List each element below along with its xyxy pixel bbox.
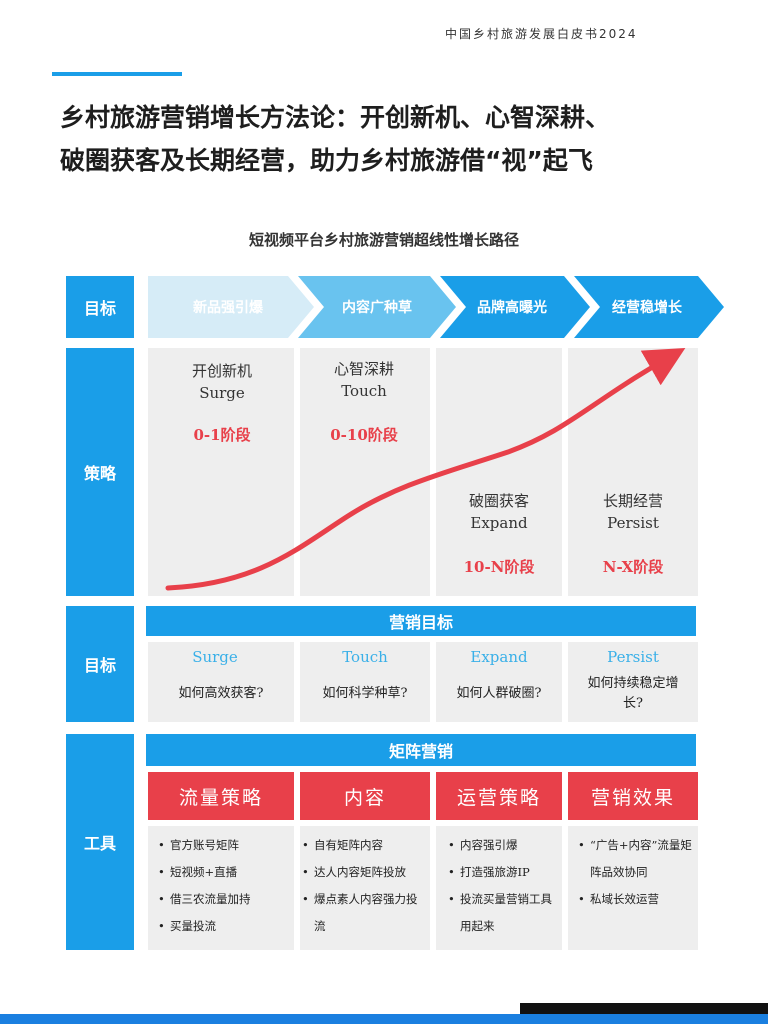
stage-2-en: Touch [341,382,387,400]
stage-4-phase: N-X阶段 [602,558,664,576]
tool-head-1: 流量策略 [148,772,294,820]
row-label-goal-2: 目标 [66,606,134,722]
chevron-1-shape [148,276,314,338]
chevron-flow [148,276,724,338]
tool-item: “广告+内容”流量矩阵品效协同 [576,832,696,886]
goal-panel-4 [568,642,698,722]
diagram-title: 短视频平台乡村旅游营销超线性增长路径 [248,231,519,249]
tool-item: 买量投流 [156,913,290,940]
strategy-panel-1 [148,348,294,596]
tool-item: 达人内容矩阵投放 [300,859,428,886]
tool-item: 内容强引爆 [446,832,560,859]
tool-head-4: 营销效果 [568,772,698,820]
stage-4-cn: 长期经营 [602,492,663,510]
page-title-line-2: 破圈获客及长期经营，助力乡村旅游借“视”起飞 [60,146,593,175]
goal-4-question: 如何持续稳定增长? [587,676,679,711]
chevron-label-1: 新品强引爆 [193,300,263,316]
strategy-panel-3 [436,348,562,596]
strategy-panel-2 [300,348,430,596]
page-title-line-1: 乡村旅游营销增长方法论：开创新机、心智深耕、 [60,103,611,132]
growth-curve [165,348,686,591]
goal-1-question: 如何高效获客? [178,686,264,701]
stage-3-label: 破圈获客 Expand [436,490,562,534]
goal-2-en: Touch [342,648,388,666]
goal-panel-1 [148,642,294,722]
row-label-tools: 工具 [66,734,134,950]
stage-2-label: 心智深耕 Touch [300,358,428,402]
chevron-label-4: 经营稳增长 [612,300,682,316]
row-label-strategy: 策略 [66,348,134,596]
tool-list-2: 自有矩阵内容 达人内容矩阵投放 爆点素人内容强力投流 [300,832,428,940]
marketing-goal-bar: 营销目标 [146,606,696,636]
goal-1-en: Surge [192,648,238,666]
tool-list-1: 官方账号矩阵 短视频+直播 借三农流量加持 买量投流 [156,832,290,940]
tool-item: 投流买量营销工具用起来 [446,886,560,940]
tool-item: 打造强旅游IP [446,859,560,886]
footer-blue-bar [0,1014,768,1024]
goal-panel-2 [300,642,430,722]
chevron-label-3: 品牌高曝光 [477,300,547,316]
growth-arrow [165,348,686,591]
stage-1-cn: 开创新机 [191,362,252,380]
goal-4-en: Persist [607,648,659,666]
footer-black-bar [520,1003,768,1014]
goal-3-question: 如何人群破圈? [456,686,542,701]
tool-head-3: 运营策略 [436,772,562,820]
tool-list-3: 内容强引爆 打造强旅游IP 投流买量营销工具用起来 [446,832,560,940]
tool-item: 爆点素人内容强力投流 [300,886,428,940]
stage-2-phase: 0-10阶段 [330,426,398,444]
stage-4-label: 长期经营 Persist [568,490,698,534]
tool-item: 短视频+直播 [156,859,290,886]
report-title: 中国乡村旅游发展白皮书2024 [445,27,638,41]
stage-3-cn: 破圈获客 [468,492,529,510]
tool-list-4: “广告+内容”流量矩阵品效协同 私域长效运营 [576,832,696,913]
stage-3-phase: 10-N阶段 [463,558,535,576]
stage-2-cn: 心智深耕 [333,360,394,378]
chevron-label-2: 内容广种草 [342,300,412,316]
chevron-3-shape [440,276,590,338]
tool-head-2: 内容 [300,772,430,820]
stage-1-phase: 0-1阶段 [193,426,251,444]
tool-item: 自有矩阵内容 [300,832,428,859]
page-title: 乡村旅游营销增长方法论：开创新机、心智深耕、 破圈获客及长期经营，助力乡村旅游借… [60,96,740,182]
goal-panel-3 [436,642,562,722]
stage-3-en: Expand [470,514,528,532]
tool-item: 官方账号矩阵 [156,832,290,859]
stage-4-en: Persist [607,514,659,532]
accent-line [52,72,182,76]
tool-item: 私域长效运营 [576,886,696,913]
stage-1-label: 开创新机 Surge [150,360,294,404]
tool-item: 借三农流量加持 [156,886,290,913]
strategy-panel-4 [568,348,698,596]
goal-2-question: 如何科学种草? [322,686,408,701]
matrix-marketing-bar: 矩阵营销 [146,734,696,766]
chevron-2-shape [298,276,456,338]
goal-3-en: Expand [470,648,528,666]
stage-1-en: Surge [199,384,245,402]
chevron-4-shape [574,276,724,338]
row-label-goal: 目标 [66,276,134,338]
